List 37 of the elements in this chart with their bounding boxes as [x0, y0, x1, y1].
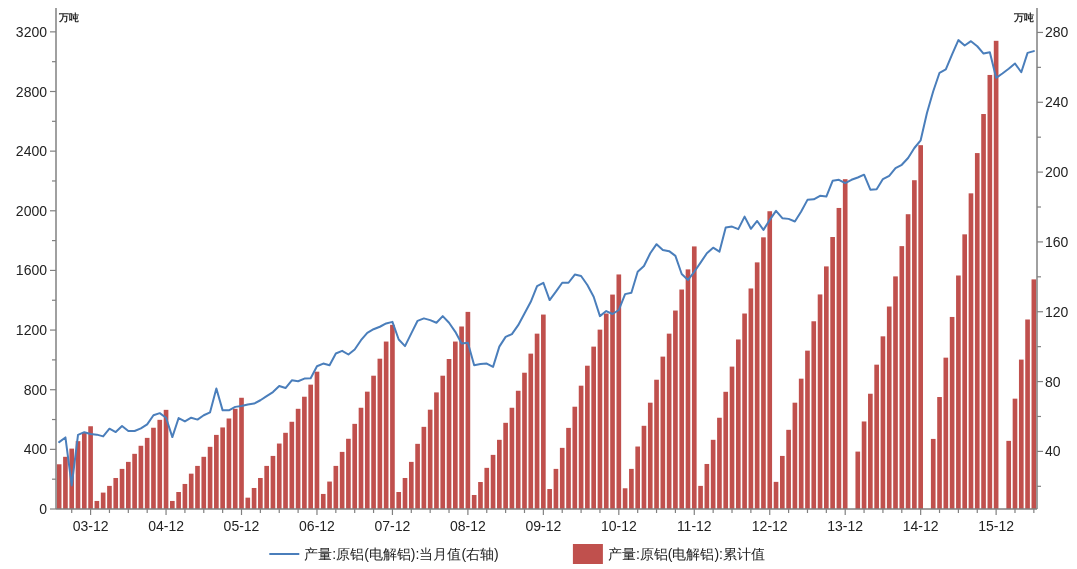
- y2-tick-label: 280: [1045, 24, 1069, 41]
- y-tick-label: 1600: [15, 262, 48, 279]
- y2-tick-label: 200: [1045, 164, 1069, 181]
- y-tick-label: 1200: [15, 322, 48, 339]
- x-tick-label: 03-12: [72, 518, 109, 534]
- x-tick-label: 06-12: [299, 518, 336, 534]
- y2-tick-label: 40: [1045, 443, 1061, 460]
- y-tick-label: 2000: [15, 202, 48, 219]
- x-tick-label: 08-12: [449, 518, 487, 534]
- x-tick-label: 13-12: [827, 518, 864, 534]
- x-tick-label: 15-12: [978, 518, 1015, 534]
- x-tick-label: 07-12: [374, 518, 411, 534]
- y-tick-label: 0: [39, 501, 48, 517]
- y-tick-label: 400: [23, 441, 48, 458]
- bar: [842, 179, 848, 509]
- y-tick-label: 3200: [15, 23, 48, 40]
- y2-tick-label: 160: [1045, 233, 1069, 250]
- x-tick-label: 12-12: [751, 518, 788, 534]
- legend-label: 产量:原铝(电解铝):累计值: [607, 546, 766, 562]
- line-series: [58, 39, 1035, 487]
- y-axis-title: 万吨: [58, 12, 79, 23]
- bar: [855, 451, 861, 509]
- bar: [1006, 440, 1012, 509]
- x-tick-label: 14-12: [902, 518, 939, 534]
- y-tick-label: 2400: [15, 143, 48, 160]
- x-tick-label: 10-12: [600, 518, 637, 534]
- y2-tick-label: 80: [1045, 373, 1061, 390]
- y2-tick-label: 240: [1045, 94, 1069, 111]
- x-tick-label: 11-12: [676, 518, 712, 534]
- y-tick-label: 800: [23, 381, 48, 398]
- legend-label: 产量:原铝(电解铝):当月值(右轴): [304, 546, 499, 562]
- y2-axis-title: 万吨: [1013, 12, 1034, 23]
- y-tick-label: 2800: [15, 83, 48, 100]
- y2-tick-label: 120: [1045, 303, 1069, 320]
- x-tick-label: 04-12: [148, 518, 185, 534]
- x-tick-label: 05-12: [223, 518, 260, 534]
- x-tick-label: 09-12: [525, 518, 562, 534]
